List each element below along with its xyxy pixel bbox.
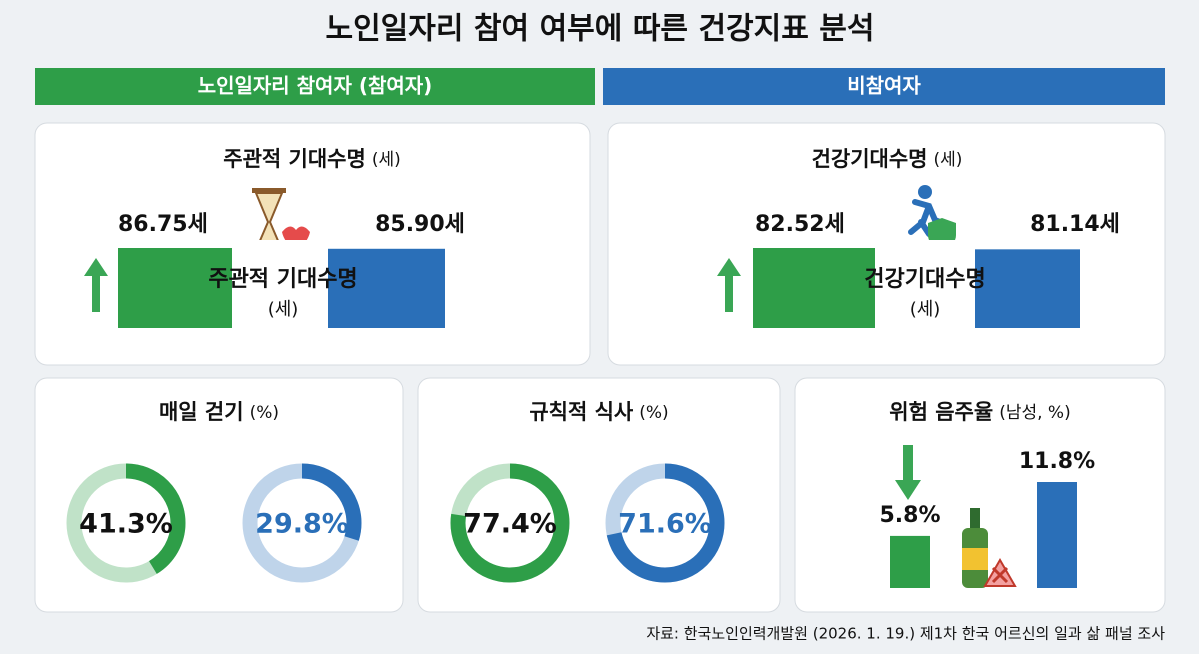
card bbox=[417, 377, 781, 613]
center-label: 건강기대수명 bbox=[864, 267, 985, 292]
page-title: 노인일자리 참여 여부에 따른 건강지표 분석 bbox=[325, 12, 874, 47]
chart-title-text: 규칙적 식사 bbox=[529, 400, 634, 424]
up-arrow bbox=[84, 258, 741, 312]
donut-arc bbox=[66, 463, 186, 583]
center-label: 주관적 기대수명 bbox=[208, 267, 357, 292]
bar bbox=[118, 248, 232, 328]
bar bbox=[1037, 482, 1077, 588]
value-label: 41.3% bbox=[79, 509, 173, 540]
chart-title: 주관적 기대수명 (세) bbox=[223, 147, 400, 171]
bar bbox=[753, 248, 875, 328]
chart-title: 건강기대수명 (세) bbox=[812, 147, 963, 171]
chart-unit: (세) bbox=[372, 150, 401, 170]
chart-unit: (%) bbox=[639, 403, 668, 423]
card bbox=[34, 377, 404, 613]
chart-title: 위험 음주율 (남성, %) bbox=[889, 400, 1070, 424]
center-band bbox=[875, 240, 975, 350]
chart-title-text: 매일 걷기 bbox=[159, 400, 244, 424]
value-label: 71.6% bbox=[618, 509, 712, 540]
group-label: 비참여자 bbox=[847, 74, 921, 98]
value-label: 11.8% bbox=[1019, 449, 1095, 474]
chart-title: 규칙적 식사 (%) bbox=[529, 400, 668, 424]
bar bbox=[975, 249, 1080, 328]
chart-title-text: 건강기대수명 bbox=[812, 147, 928, 171]
center-band bbox=[232, 240, 328, 350]
donut-arc bbox=[605, 463, 725, 583]
value-label: 81.14세 bbox=[1030, 212, 1120, 237]
donut-arc bbox=[450, 463, 570, 583]
value-label: 29.8% bbox=[255, 509, 349, 540]
bottle-icon bbox=[962, 508, 1017, 588]
chart-unit: (%) bbox=[250, 403, 279, 423]
chart-title: 매일 걷기 (%) bbox=[159, 400, 279, 424]
down-arrow bbox=[895, 445, 921, 500]
chart-title-text: 위험 음주율 bbox=[889, 400, 993, 424]
value-label: 5.8% bbox=[879, 503, 940, 528]
group-label: 노인일자리 참여자 (참여자) bbox=[198, 74, 433, 98]
bar bbox=[328, 248, 445, 328]
center-unit: (세) bbox=[268, 299, 299, 320]
group-banner bbox=[35, 68, 595, 105]
value-label: 82.52세 bbox=[755, 212, 845, 237]
value-label: 86.75세 bbox=[118, 212, 208, 237]
source-note: 자료: 한국노인인력개발원 (2026. 1. 19.) 제1차 한국 어르신의… bbox=[646, 625, 1165, 643]
group-banner bbox=[603, 68, 1165, 105]
donut-arc bbox=[242, 463, 362, 583]
value-label: 77.4% bbox=[463, 509, 557, 540]
chart-title-text: 주관적 기대수명 bbox=[223, 147, 366, 171]
bar bbox=[890, 535, 930, 588]
center-unit: (세) bbox=[910, 299, 941, 320]
chart-unit: (남성, %) bbox=[999, 403, 1071, 423]
value-label: 85.90세 bbox=[375, 212, 465, 237]
chart-unit: (세) bbox=[934, 150, 963, 170]
